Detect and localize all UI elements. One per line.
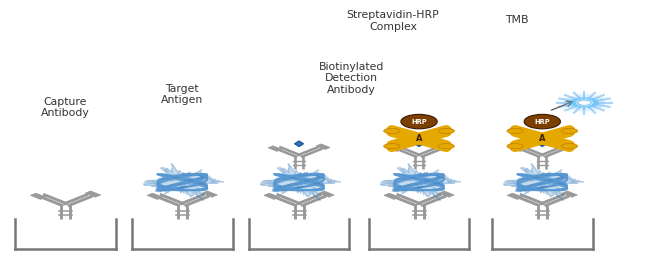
Polygon shape <box>538 141 547 147</box>
Polygon shape <box>264 193 280 199</box>
Circle shape <box>557 92 612 114</box>
Polygon shape <box>503 163 584 201</box>
Polygon shape <box>260 163 341 201</box>
Polygon shape <box>562 191 577 197</box>
Polygon shape <box>512 146 525 151</box>
Ellipse shape <box>562 128 578 134</box>
Polygon shape <box>268 146 282 151</box>
Ellipse shape <box>384 128 400 134</box>
Text: HRP: HRP <box>534 119 550 125</box>
Text: A: A <box>539 134 545 143</box>
Circle shape <box>570 97 599 108</box>
Circle shape <box>575 99 593 106</box>
Text: TMB: TMB <box>504 15 528 25</box>
Text: HRP: HRP <box>411 119 427 125</box>
Polygon shape <box>147 193 162 199</box>
Ellipse shape <box>384 144 400 149</box>
Polygon shape <box>439 191 454 197</box>
Ellipse shape <box>507 128 523 134</box>
Circle shape <box>524 114 560 129</box>
Polygon shape <box>317 144 330 150</box>
Text: Capture
Antibody: Capture Antibody <box>41 97 90 118</box>
Polygon shape <box>318 191 334 197</box>
Text: Biotinylated
Detection
Antibody: Biotinylated Detection Antibody <box>318 62 384 95</box>
Polygon shape <box>384 193 400 199</box>
Polygon shape <box>380 163 461 201</box>
Polygon shape <box>202 191 218 197</box>
Text: Streptavidin-HRP
Complex: Streptavidin-HRP Complex <box>346 10 439 32</box>
Polygon shape <box>294 141 304 147</box>
Ellipse shape <box>438 144 454 149</box>
Ellipse shape <box>438 128 454 134</box>
Polygon shape <box>388 146 402 151</box>
Circle shape <box>401 114 437 129</box>
Ellipse shape <box>562 144 578 149</box>
Polygon shape <box>436 144 450 150</box>
Text: Target
Antigen: Target Antigen <box>161 84 203 106</box>
Polygon shape <box>560 144 573 150</box>
Polygon shape <box>144 163 224 201</box>
Polygon shape <box>31 193 46 199</box>
Polygon shape <box>507 193 523 199</box>
Circle shape <box>578 100 591 105</box>
Circle shape <box>564 94 605 111</box>
Text: A: A <box>416 134 422 143</box>
Polygon shape <box>415 141 424 147</box>
Polygon shape <box>85 191 101 197</box>
Ellipse shape <box>507 144 523 149</box>
